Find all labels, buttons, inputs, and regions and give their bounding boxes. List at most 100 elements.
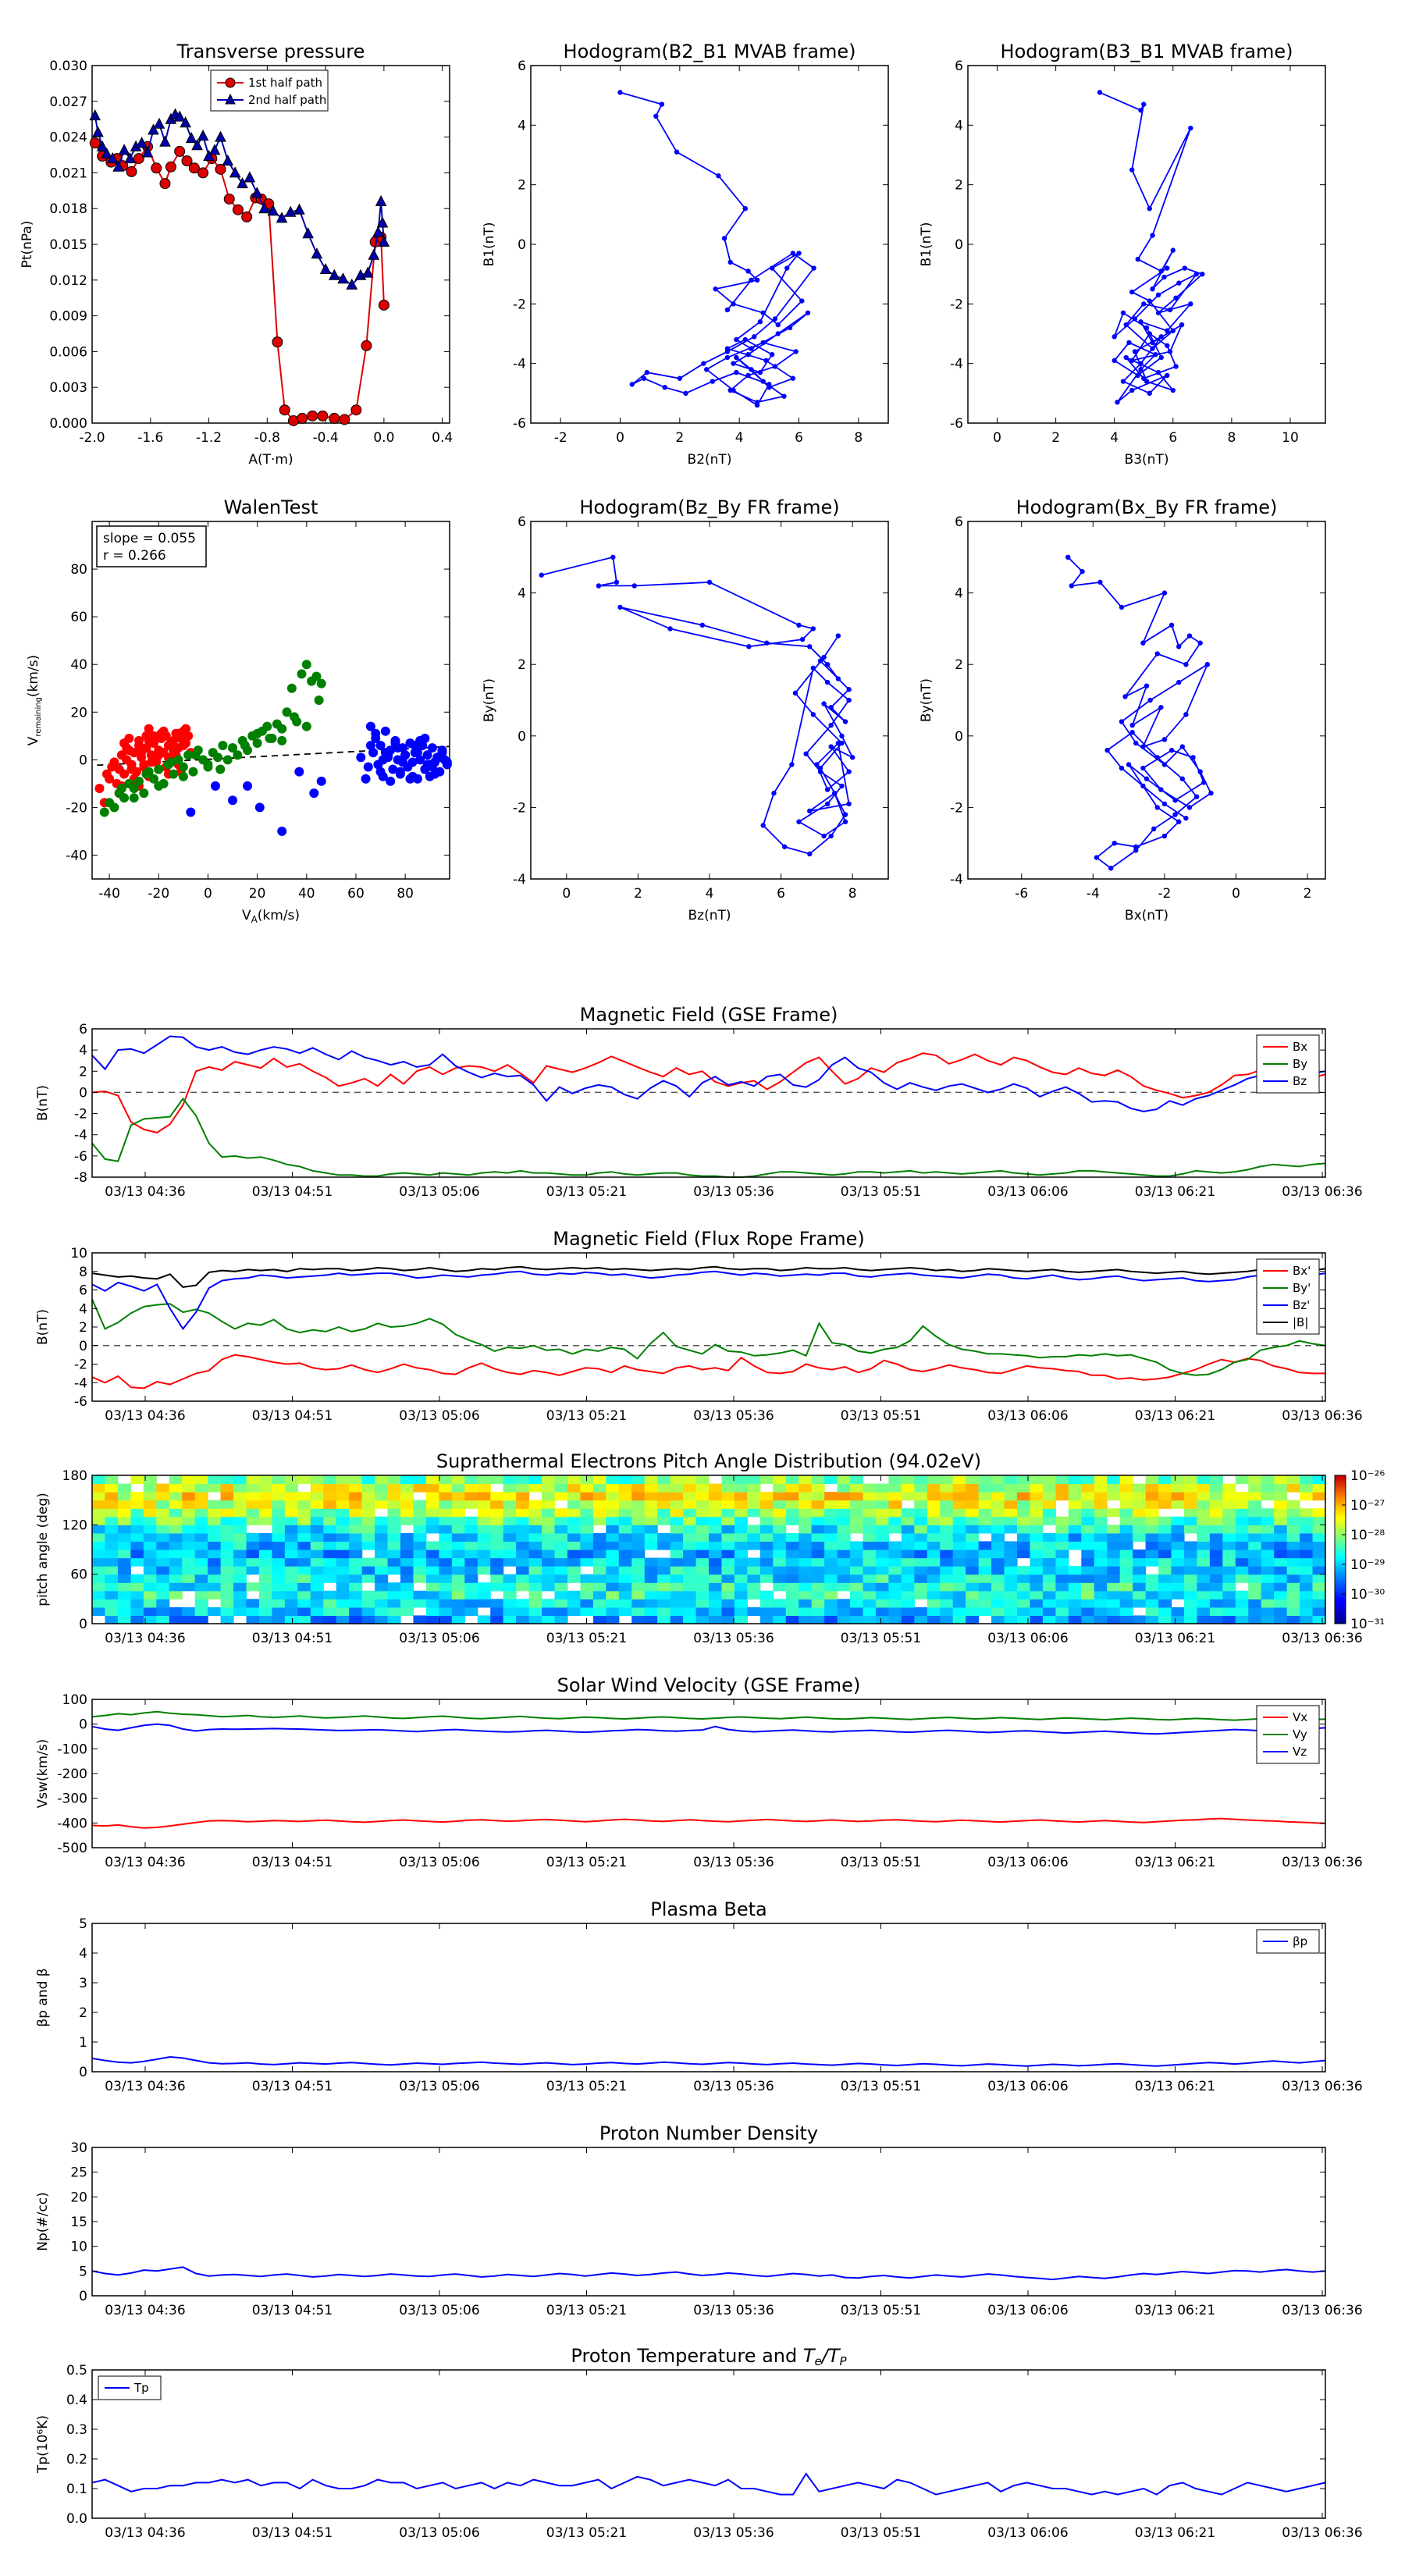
pad-cell xyxy=(721,1566,735,1575)
pad-cell xyxy=(451,1550,465,1559)
pad-cell xyxy=(863,1492,877,1501)
pad-cell xyxy=(991,1590,1005,1599)
pad-colorbar-step xyxy=(1335,1525,1346,1528)
walen-point xyxy=(371,728,381,738)
vsw-xtick-label: 03/13 05:36 xyxy=(693,1855,774,1870)
h1-point xyxy=(757,319,763,325)
pad-cell xyxy=(888,1516,902,1525)
pad-ytick-label: 0 xyxy=(79,1617,87,1632)
pt-point xyxy=(368,248,380,260)
walen-point xyxy=(134,735,144,745)
pad-cell xyxy=(323,1615,337,1624)
pad-cell xyxy=(644,1532,658,1542)
pad-cell xyxy=(657,1516,671,1525)
pad-cell xyxy=(554,1615,568,1624)
pad-cell xyxy=(284,1599,298,1608)
pad-cell xyxy=(1158,1582,1172,1592)
pad-cell xyxy=(1030,1500,1044,1509)
pt-point xyxy=(159,135,171,147)
h3-point xyxy=(539,572,544,578)
pad-cell xyxy=(863,1615,877,1624)
pt-point xyxy=(151,162,162,174)
h4-point xyxy=(1158,787,1164,792)
h1-ytick-label: -2 xyxy=(513,297,526,312)
pad-cell xyxy=(554,1475,568,1485)
bfr-series-bz xyxy=(91,1270,1326,1331)
h3-point xyxy=(842,812,848,817)
pad-cell xyxy=(233,1500,247,1509)
pad-cell xyxy=(618,1566,632,1575)
pad-cell xyxy=(413,1615,427,1624)
pad-cell xyxy=(1197,1492,1211,1501)
pad-cell xyxy=(1312,1590,1326,1599)
walen-point xyxy=(356,753,366,763)
pad-cell xyxy=(169,1590,183,1599)
h3-point xyxy=(810,665,816,671)
pad-cell xyxy=(1094,1599,1108,1608)
pad-cell xyxy=(683,1492,697,1501)
pad-cell xyxy=(811,1590,825,1599)
pt-xtick-label: -1.6 xyxy=(137,430,163,446)
h4-point xyxy=(1069,583,1075,589)
pad-cell xyxy=(1081,1590,1095,1599)
pt-ytick-label: 0.024 xyxy=(49,130,87,146)
pad-cell xyxy=(477,1475,491,1485)
pad-cell xyxy=(1235,1475,1249,1485)
pad-cell xyxy=(169,1500,183,1509)
pad-cell xyxy=(695,1525,710,1534)
pad-cell xyxy=(670,1532,684,1542)
pad-cell xyxy=(1286,1508,1300,1517)
h1-xtick-label: 6 xyxy=(795,430,803,446)
pt-ytick-label: 0.003 xyxy=(49,380,87,396)
pad-cell xyxy=(657,1599,671,1608)
pad-cell xyxy=(837,1516,851,1525)
pad-cell xyxy=(156,1550,170,1559)
pad-cell xyxy=(400,1516,414,1525)
h3-point xyxy=(828,704,834,710)
h3-point xyxy=(835,740,841,746)
pad-cell xyxy=(850,1590,864,1599)
pad-cell xyxy=(734,1550,748,1559)
pad-cell xyxy=(528,1475,542,1485)
h3-point xyxy=(839,733,845,738)
tp-frame xyxy=(91,2369,1326,2519)
h2-point xyxy=(1155,292,1161,298)
pad-cell xyxy=(182,1508,196,1517)
pad-cell xyxy=(580,1483,594,1493)
pad-cell xyxy=(375,1599,389,1608)
pad-cell xyxy=(1300,1599,1314,1608)
pad-cell xyxy=(272,1574,286,1583)
pad-cell xyxy=(156,1599,170,1608)
h2-point xyxy=(1129,167,1135,173)
pad-cell xyxy=(413,1574,427,1583)
pad-cell xyxy=(1300,1566,1314,1575)
pad-cell xyxy=(425,1557,439,1567)
pad-cell xyxy=(644,1606,658,1617)
pad-cell xyxy=(387,1492,401,1501)
h3-point xyxy=(807,644,813,649)
pad-colorbar-step xyxy=(1335,1529,1346,1533)
pad-cell xyxy=(695,1475,710,1485)
h4-point xyxy=(1179,776,1186,781)
pad-cell xyxy=(554,1590,568,1599)
h1-point xyxy=(767,382,772,387)
pad-cell xyxy=(799,1566,813,1575)
pad-colorbar-step xyxy=(1335,1609,1346,1612)
pad-cell xyxy=(1300,1557,1314,1567)
walen-point xyxy=(375,767,386,777)
pad-cell xyxy=(901,1574,915,1583)
pad-cell xyxy=(657,1566,671,1575)
pad-colorbar-step xyxy=(1335,1554,1346,1557)
pad-cell xyxy=(272,1483,286,1493)
pad-cell xyxy=(1081,1606,1095,1617)
h2-point xyxy=(1188,125,1193,131)
pad-cell xyxy=(1042,1590,1056,1599)
pad-cell xyxy=(940,1541,954,1550)
pad-cell xyxy=(1055,1541,1069,1550)
pad-cell xyxy=(1235,1508,1249,1517)
h3-point xyxy=(781,844,788,849)
pad-colorbar-step xyxy=(1335,1579,1346,1582)
pad-cell xyxy=(92,1532,106,1542)
walen-annotation: slope = 0.055 xyxy=(103,531,196,546)
pad-cell xyxy=(1274,1532,1288,1542)
